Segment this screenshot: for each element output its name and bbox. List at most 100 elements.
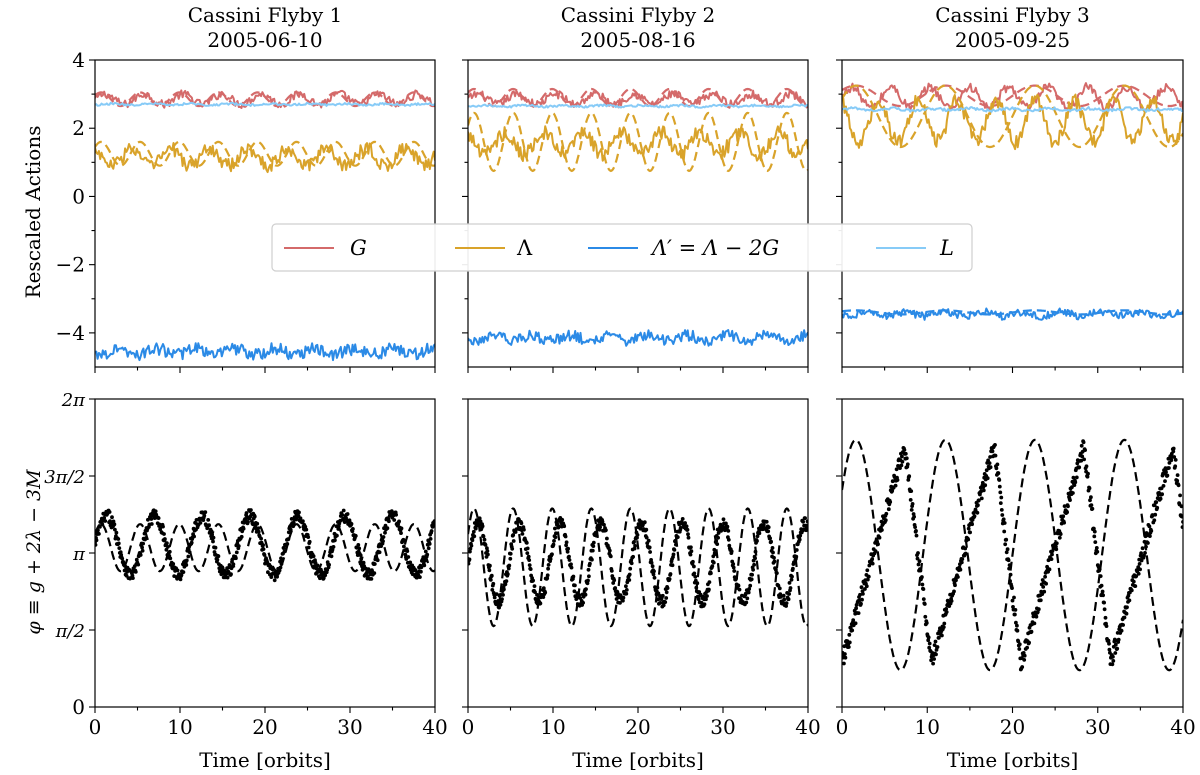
phi-point xyxy=(1044,581,1048,586)
phi-point xyxy=(914,533,919,538)
phi-point xyxy=(846,645,851,649)
phi-point xyxy=(624,588,629,592)
phi-point xyxy=(107,510,112,514)
phi-point xyxy=(900,454,904,459)
phi-point xyxy=(1008,572,1013,577)
phi-point xyxy=(291,520,296,525)
phi-point xyxy=(1147,524,1152,529)
phi-point xyxy=(1175,478,1180,483)
phi-point xyxy=(685,527,690,532)
actions-flyby-1-plot-area xyxy=(95,89,435,362)
phi-point xyxy=(843,655,848,660)
phi-point xyxy=(1153,512,1158,517)
phi-point xyxy=(907,474,912,479)
phi-point xyxy=(692,564,696,569)
phi-point xyxy=(1005,547,1010,552)
phi-point xyxy=(219,572,224,577)
phi-point xyxy=(202,513,207,518)
phi-point xyxy=(1017,647,1022,651)
phi-point xyxy=(1090,506,1095,511)
phi-point xyxy=(564,543,568,548)
phi-point xyxy=(726,529,731,533)
series-line-L xyxy=(468,103,808,109)
phi-point xyxy=(572,589,577,594)
phi-point xyxy=(644,527,649,532)
phi-point xyxy=(186,554,191,559)
row-labels: Rescaled Actions φ ≡ g + 2λ − 3M xyxy=(21,126,45,635)
phi-point xyxy=(256,526,261,531)
phi-point xyxy=(1025,645,1029,650)
y-tick-label: 0 xyxy=(72,184,85,208)
phi-point xyxy=(178,577,183,582)
phi-point xyxy=(987,461,992,465)
phi-point xyxy=(207,523,212,528)
phi-point xyxy=(164,547,169,552)
legend: G Λ Λ′ = Λ − 2G L xyxy=(271,223,973,272)
phi-point xyxy=(797,537,802,542)
phi-point xyxy=(724,521,728,526)
x-tick-label: 40 xyxy=(795,715,820,739)
phi-point xyxy=(672,548,677,552)
x-tick-label: 20 xyxy=(625,715,650,739)
phi-point xyxy=(732,569,737,573)
phi-point xyxy=(508,556,513,561)
phi-point xyxy=(688,552,693,557)
phi-point xyxy=(366,574,370,578)
phi-point xyxy=(883,518,888,523)
phi-point xyxy=(1094,546,1099,550)
phi-point xyxy=(511,533,516,537)
phi-point xyxy=(507,563,512,568)
phi-point xyxy=(900,459,905,464)
phi-point xyxy=(419,569,423,574)
phi-point xyxy=(118,550,123,554)
x-axis-label: Time [orbits] xyxy=(947,748,1079,772)
phi-point xyxy=(850,628,855,633)
phi-point xyxy=(111,519,116,524)
phi-point xyxy=(399,526,404,531)
phi-point xyxy=(227,563,232,567)
phi-point xyxy=(162,532,166,536)
phi-point xyxy=(899,463,904,468)
phi-point xyxy=(944,607,949,611)
phi-point xyxy=(787,592,791,596)
phi-point xyxy=(932,643,937,647)
phi-point xyxy=(1012,595,1016,600)
phi-point xyxy=(920,582,925,587)
phi-point xyxy=(585,581,590,586)
phi-point xyxy=(644,535,649,540)
phi-point xyxy=(120,556,125,561)
panel-title: Cassini Flyby 2 xyxy=(561,3,716,27)
phi-point xyxy=(1015,623,1019,628)
phi-point xyxy=(632,540,636,544)
phi-point xyxy=(229,572,233,577)
phi-point xyxy=(175,568,180,573)
phi-point xyxy=(531,578,535,583)
legend-label-lambda-prime: Λ′ = Λ − 2G xyxy=(650,236,779,260)
phi-point xyxy=(635,535,639,540)
phi-point xyxy=(428,537,433,541)
phi-point xyxy=(902,448,907,452)
phi-point xyxy=(1125,605,1129,610)
phi-point xyxy=(647,545,652,550)
phi-point xyxy=(399,531,403,535)
phi-point xyxy=(994,466,999,471)
phi-point xyxy=(997,478,1002,482)
phi-point xyxy=(492,595,497,600)
phi-point xyxy=(347,518,352,523)
phi-point xyxy=(1074,475,1079,480)
phi-point xyxy=(1015,628,1020,633)
phi-point xyxy=(954,578,958,583)
phi-point xyxy=(772,555,776,560)
phi-point xyxy=(934,652,938,657)
phi-point xyxy=(865,577,870,582)
phi-point xyxy=(261,543,265,547)
phi-point xyxy=(870,557,875,561)
phi-point xyxy=(110,515,114,520)
phi-point xyxy=(638,526,643,531)
actions-flyby-3-plot-area xyxy=(842,82,1183,321)
phi-point xyxy=(1111,659,1116,663)
panel-title: Cassini Flyby 3 xyxy=(935,3,1090,27)
phi-point xyxy=(781,593,786,598)
phi-point xyxy=(1171,449,1176,454)
